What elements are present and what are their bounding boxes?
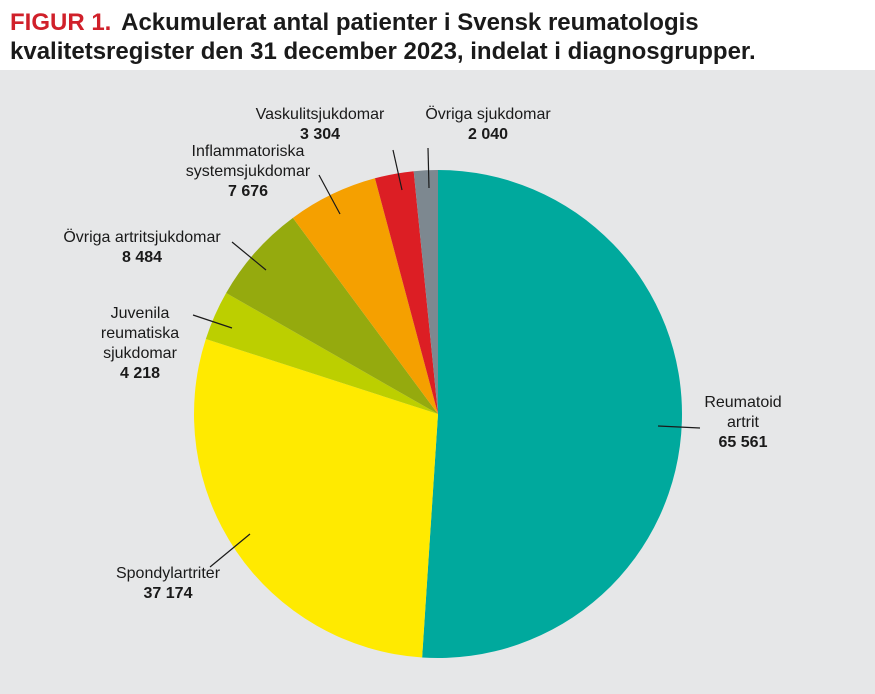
slice-label-value: 4 218 bbox=[120, 365, 160, 382]
pie-slice bbox=[413, 170, 438, 414]
leader-line bbox=[392, 149, 403, 191]
pie-slice bbox=[422, 170, 683, 658]
slice-label-name: systemsjukdomar bbox=[186, 163, 311, 180]
figure-title: Ackumulerat antal patienter i Svensk reu… bbox=[10, 9, 756, 65]
pie-chart: Reumatoid artrit 65 561 Spondylartriter 37 1… bbox=[63, 105, 782, 658]
slice-label: Reumatoid artrit 65 561 bbox=[704, 394, 781, 451]
pie-slice bbox=[205, 292, 438, 414]
slice-label-name: reumatiska bbox=[101, 325, 179, 342]
slice-label-value: 3 304 bbox=[300, 126, 340, 143]
plot-area: Reumatoid artrit 65 561 Spondylartriter 37 1… bbox=[0, 70, 875, 694]
pie-slices bbox=[193, 170, 683, 658]
figure-label: FIGUR 1. bbox=[10, 9, 112, 36]
pie-slice bbox=[226, 217, 438, 414]
leader-line bbox=[209, 533, 251, 568]
slice-label-value: 37 174 bbox=[144, 585, 193, 602]
slice-label-value: 2 040 bbox=[468, 126, 508, 143]
slice-label-name: Inflammatoriska bbox=[192, 143, 305, 160]
slice-label-name: Övriga artritsjukdomar bbox=[63, 228, 221, 246]
leader-line bbox=[657, 425, 701, 429]
slice-label-value: 7 676 bbox=[228, 183, 268, 200]
figure-title-block: FIGUR 1. Ackumulerat antal patienter i S… bbox=[10, 8, 870, 66]
leader-line bbox=[192, 314, 233, 329]
slice-label-name: Spondylartriter bbox=[116, 565, 221, 582]
slice-label: Övriga sjukdomar 2 040 bbox=[425, 105, 551, 143]
leader-line bbox=[231, 241, 267, 271]
slice-label: Vaskulitsjukdomar 3 304 bbox=[256, 106, 385, 143]
pie-slice bbox=[193, 338, 438, 658]
slice-label-name: artrit bbox=[727, 414, 760, 431]
slice-label-name: Juvenila bbox=[111, 305, 170, 322]
slice-label: Inflammatoriska systemsjukdomar 7 676 bbox=[186, 143, 311, 200]
slice-label-name: Reumatoid bbox=[704, 394, 781, 411]
pie-slice bbox=[292, 178, 438, 414]
leader-line bbox=[427, 147, 430, 189]
slice-label: Övriga artritsjukdomar 8 484 bbox=[63, 228, 221, 266]
leader-line bbox=[318, 174, 341, 215]
slice-label-value: 8 484 bbox=[122, 249, 162, 266]
slice-label: Juvenila reumatiska sjukdomar 4 218 bbox=[101, 305, 179, 382]
slice-label-name: Övriga sjukdomar bbox=[425, 105, 551, 123]
pie-labels: Reumatoid artrit 65 561 Spondylartriter 37 1… bbox=[63, 105, 781, 602]
slice-label: Spondylartriter 37 174 bbox=[116, 565, 221, 602]
slice-label-value: 65 561 bbox=[719, 434, 768, 451]
pie-slice bbox=[374, 171, 438, 414]
slice-label-name: sjukdomar bbox=[103, 345, 177, 362]
slice-label-name: Vaskulitsjukdomar bbox=[256, 106, 385, 123]
